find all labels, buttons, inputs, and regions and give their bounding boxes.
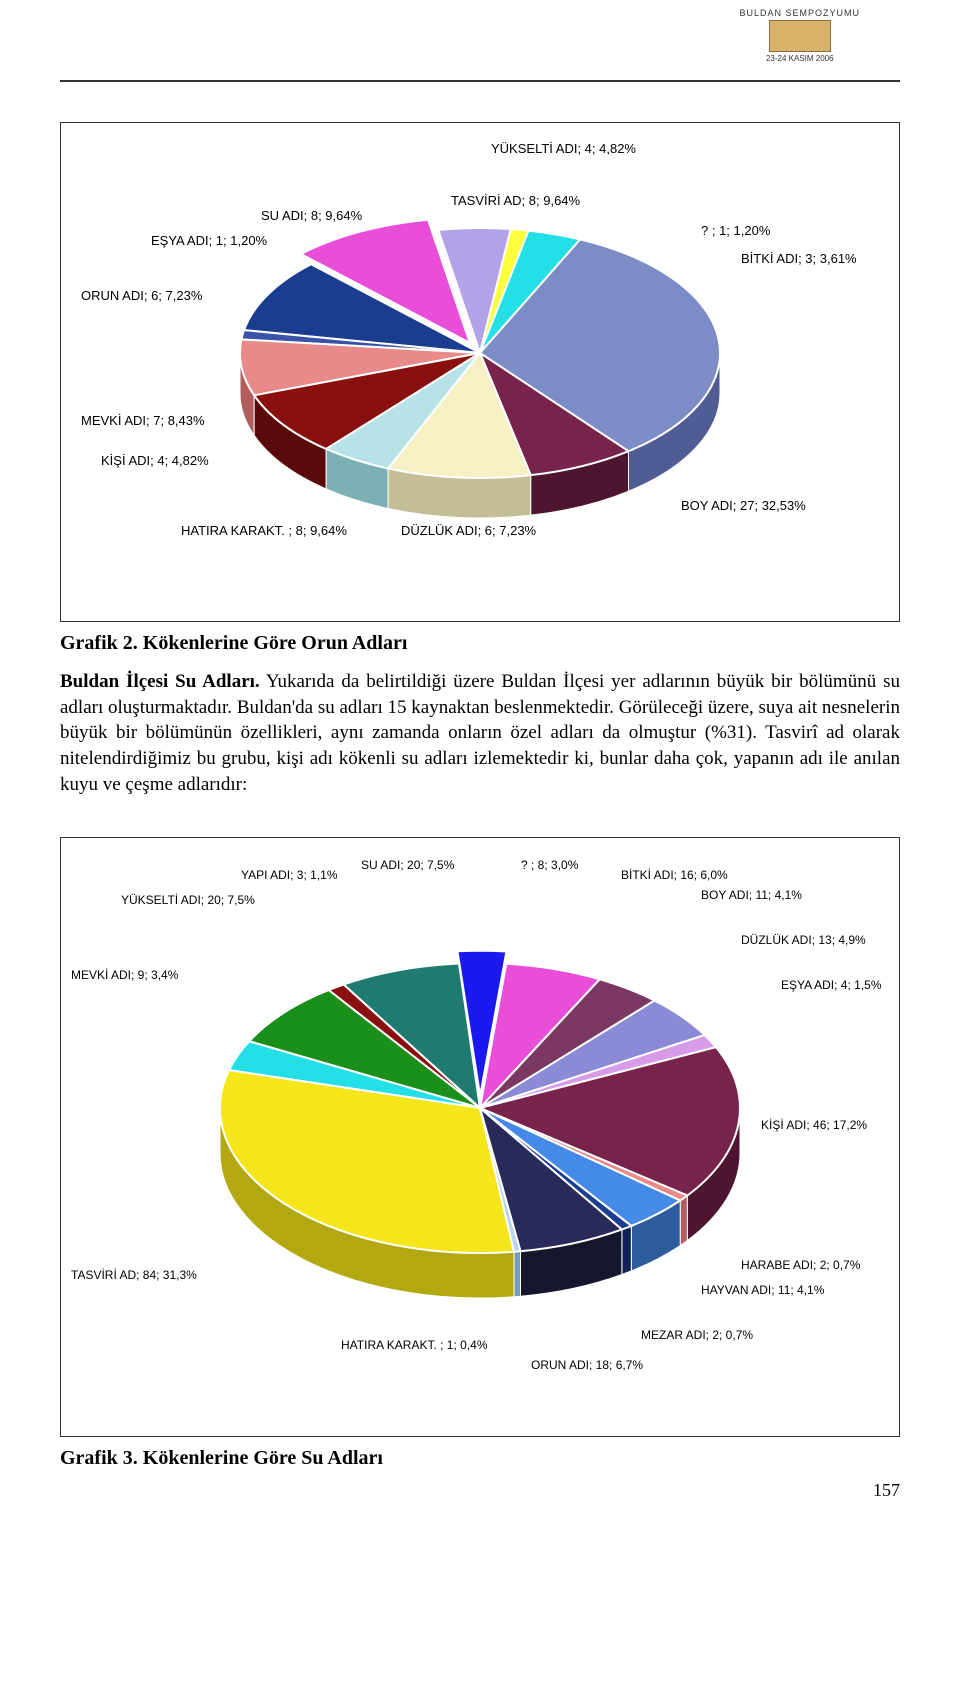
label-mevki-1: MEVKİ ADI; 7; 8,43% <box>81 413 205 428</box>
chart-2-container: SU ADI; 20; 7,5% YAPI ADI; 3; 1,1% YÜKSE… <box>60 837 900 1437</box>
label-tasviri-2: TASVİRİ AD; 84; 31,3% <box>71 1268 197 1282</box>
body-paragraph: Buldan İlçesi Su Adları. Yukarıda da bel… <box>60 669 900 797</box>
paragraph-lead: Buldan İlçesi Su Adları. <box>60 671 260 692</box>
label-hayvan-2: HAYVAN ADI; 11; 4,1% <box>701 1283 824 1297</box>
label-boy-2: BOY ADI; 11; 4,1% <box>701 888 802 902</box>
label-hatira-1: HATIRA KARAKT. ; 8; 9,64% <box>181 523 347 538</box>
caption-chart-2: Grafik 3. Kökenlerine Göre Su Adları <box>60 1447 900 1470</box>
label-harabe-2: HARABE ADI; 2; 0,7% <box>741 1258 860 1272</box>
page-header: BULDAN SEMPOZYUMU 23-24 KASIM 2006 <box>60 0 900 82</box>
logo-date: 23-24 KASIM 2006 <box>739 54 860 63</box>
label-su-2: SU ADI; 20; 7,5% <box>361 858 454 872</box>
label-duzluk-2: DÜZLÜK ADI; 13; 4,9% <box>741 933 866 947</box>
label-boy-1: BOY ADI; 27; 32,53% <box>681 498 806 513</box>
label-unknown-1: ? ; 1; 1,20% <box>701 223 770 238</box>
label-esya-1: EŞYA ADI; 1; 1,20% <box>151 233 267 248</box>
label-mevki-2: MEVKİ ADI; 9; 3,4% <box>71 968 178 982</box>
page-number: 157 <box>60 1480 900 1501</box>
logo-block: BULDAN SEMPOZYUMU 23-24 KASIM 2006 <box>739 8 860 63</box>
label-duzluk-1: DÜZLÜK ADI; 6; 7,23% <box>401 523 536 538</box>
label-kisi-2: KİŞİ ADI; 46; 17,2% <box>761 1118 867 1132</box>
logo-image <box>769 20 831 52</box>
label-esya-2: EŞYA ADI; 4; 1,5% <box>781 978 882 992</box>
label-tasviri-1: TASVİRİ AD; 8; 9,64% <box>451 193 580 208</box>
label-hatira-2: HATIRA KARAKT. ; 1; 0,4% <box>341 1338 488 1352</box>
label-yukselti-2: YÜKSELTİ ADI; 20; 7,5% <box>121 893 255 907</box>
logo-title: BULDAN SEMPOZYUMU <box>739 8 860 18</box>
label-unknown-2: ? ; 8; 3,0% <box>521 858 578 872</box>
label-orun-1: ORUN ADI; 6; 7,23% <box>81 288 202 303</box>
label-yukselti-1: YÜKSELTİ ADI; 4; 4,82% <box>491 141 636 156</box>
label-kisi-1: KİŞİ ADI; 4; 4,82% <box>101 453 209 468</box>
label-su-1: SU ADI; 8; 9,64% <box>261 208 362 223</box>
label-bitki-2: BİTKİ ADI; 16; 6,0% <box>621 868 728 882</box>
label-yapi-2: YAPI ADI; 3; 1,1% <box>241 868 338 882</box>
chart-1-container: YÜKSELTİ ADI; 4; 4,82% TASVİRİ AD; 8; 9,… <box>60 122 900 622</box>
caption-chart-1: Grafik 2. Kökenlerine Göre Orun Adları <box>60 632 900 655</box>
label-bitki-1: BİTKİ ADI; 3; 3,61% <box>741 251 857 266</box>
label-mezar-2: MEZAR ADI; 2; 0,7% <box>641 1328 753 1342</box>
label-orun-2: ORUN ADI; 18; 6,7% <box>531 1358 643 1372</box>
